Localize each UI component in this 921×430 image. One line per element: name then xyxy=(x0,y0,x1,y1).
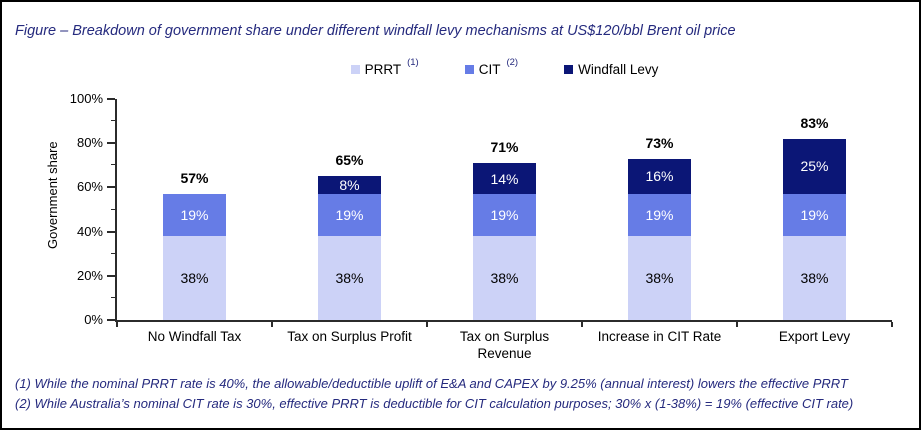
bar-segment-prrt: 38% xyxy=(163,236,226,320)
segment-value-label: 14% xyxy=(490,170,519,187)
y-major-tick xyxy=(107,230,115,233)
x-category-label: Export Levy xyxy=(778,329,851,344)
x-axis-line xyxy=(115,320,892,322)
bar-total-label: 71% xyxy=(490,139,519,156)
y-minor-tick xyxy=(111,164,115,166)
y-tick-label: 60% xyxy=(76,179,103,195)
segment-value-label: 19% xyxy=(490,207,519,223)
segment-value-label: 19% xyxy=(335,207,364,223)
y-minor-tick xyxy=(111,208,115,210)
segment-value-label: 38% xyxy=(335,270,364,286)
y-tick-label: 40% xyxy=(76,223,103,239)
bar-segment-windfall-levy: 25% xyxy=(783,138,846,195)
x-boundary-tick xyxy=(736,322,738,327)
x-boundary-tick xyxy=(426,322,428,327)
segment-value-label: 38% xyxy=(645,270,674,286)
legend-swatch xyxy=(564,65,574,74)
bar-total-label: 73% xyxy=(645,134,674,151)
y-tick-label: 20% xyxy=(76,267,103,283)
segment-value-label: 38% xyxy=(490,270,519,286)
segment-value-label: 16% xyxy=(645,168,674,185)
legend-label: Windfall Levy xyxy=(578,62,659,77)
y-major-tick xyxy=(107,274,115,277)
y-minor-tick xyxy=(111,252,115,254)
bar-segment-cit: 19% xyxy=(473,194,536,236)
legend-label: PRRT xyxy=(364,62,402,77)
bar-segment-windfall-levy: 16% xyxy=(628,158,691,195)
y-major-tick xyxy=(107,186,115,189)
legend-item-cit: CIT (2) xyxy=(464,57,518,77)
y-tick-label: 80% xyxy=(76,135,103,151)
x-boundary-tick xyxy=(271,322,273,327)
y-tick-label: 0% xyxy=(84,312,103,327)
x-boundary-tick xyxy=(891,322,893,327)
y-axis-title: Government share xyxy=(45,141,60,249)
y-major-tick xyxy=(107,142,115,145)
y-major-tick xyxy=(107,319,115,321)
segment-value-label: 25% xyxy=(800,158,829,175)
legend-swatch xyxy=(464,65,474,74)
segment-value-label: 19% xyxy=(800,207,829,223)
bar-segment-prrt: 38% xyxy=(318,236,381,320)
segment-value-label: 19% xyxy=(180,207,209,223)
bar-segment-windfall-levy: 14% xyxy=(473,163,536,195)
segment-value-label: 19% xyxy=(645,207,674,223)
x-category-label: No Windfall Tax xyxy=(147,329,242,344)
bar-segment-cit: 19% xyxy=(163,194,226,236)
bar-segment-prrt: 38% xyxy=(628,236,691,320)
legend-item-windfall-levy: Windfall Levy xyxy=(564,62,658,77)
bar-segment-windfall-levy: 8% xyxy=(318,176,381,195)
x-category-label: Increase in CIT Rate xyxy=(597,329,722,344)
y-major-tick xyxy=(107,98,115,100)
legend-label: CIT xyxy=(478,62,501,77)
y-minor-tick xyxy=(111,120,115,122)
bar-total-label: 83% xyxy=(800,114,829,131)
x-boundary-tick xyxy=(116,322,118,327)
legend-footnote-ref: (2) xyxy=(506,57,519,68)
chart-legend: PRRT (1) CIT (2) Windfall Levy xyxy=(117,57,892,77)
bar-segment-cit: 19% xyxy=(783,194,846,236)
footnote-1: (1) While the nominal PRRT rate is 40%, … xyxy=(15,376,848,391)
segment-value-label: 38% xyxy=(800,270,829,286)
legend-item-prrt: PRRT (1) xyxy=(350,57,419,77)
y-axis-line xyxy=(115,99,117,322)
bar-segment-cit: 19% xyxy=(318,194,381,236)
segment-value-label: 8% xyxy=(339,177,360,194)
bar-segment-prrt: 38% xyxy=(783,236,846,320)
y-minor-tick xyxy=(111,296,115,298)
y-tick-label: 100% xyxy=(69,91,103,106)
x-boundary-tick xyxy=(581,322,583,327)
bar-segment-cit: 19% xyxy=(628,194,691,236)
segment-value-label: 38% xyxy=(180,270,209,286)
x-category-label: Tax on Surplus Profit xyxy=(287,329,412,344)
legend-swatch xyxy=(350,65,360,74)
bar-total-label: 57% xyxy=(180,170,209,187)
footnote-2: (2) While Australia’s nominal CIT rate i… xyxy=(15,396,854,411)
bar-total-label: 65% xyxy=(335,152,364,169)
x-category-label: Tax on Surplus Revenue xyxy=(459,329,550,361)
bar-segment-prrt: 38% xyxy=(473,236,536,320)
legend-footnote-ref: (1) xyxy=(407,57,419,68)
figure-title: Figure – Breakdown of government share u… xyxy=(15,23,736,39)
